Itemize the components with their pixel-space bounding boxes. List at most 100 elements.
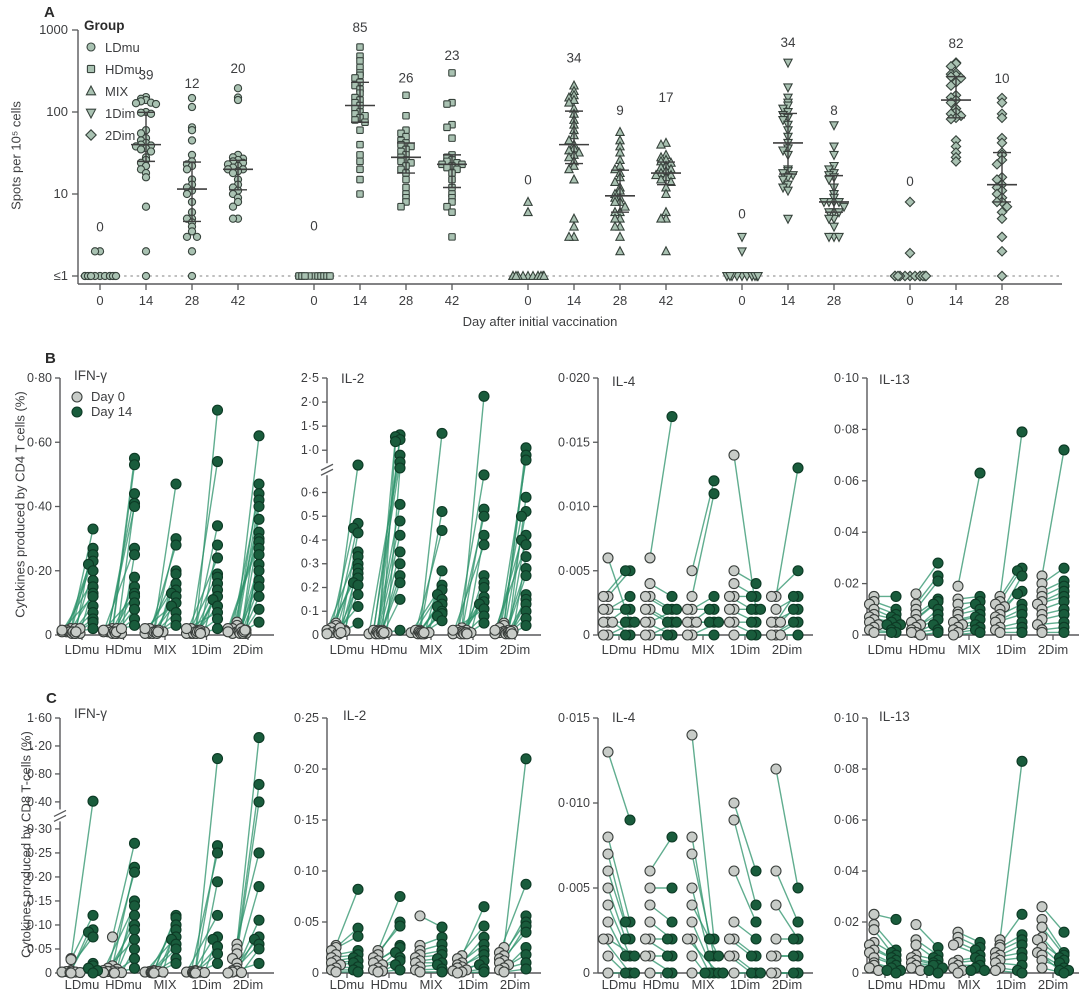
svg-text:0·6: 0·6	[301, 485, 319, 499]
svg-text:28: 28	[399, 293, 413, 308]
svg-text:42: 42	[231, 293, 245, 308]
svg-text:0·60: 0·60	[27, 435, 52, 449]
day14-points-C-IFNg	[82, 732, 265, 979]
group-legend-label: 2Dim	[105, 127, 136, 143]
svg-text:0·10: 0·10	[834, 371, 859, 385]
cluster-LDmu-day14: 39	[131, 67, 161, 281]
svg-text:28: 28	[613, 293, 627, 308]
median-iqr-HDmu-day14	[345, 81, 375, 123]
day0-points-B-IL4	[597, 449, 787, 641]
svg-text:1·0: 1·0	[301, 443, 319, 457]
group-legend-label: HDmu	[105, 61, 142, 77]
day14-points-B-IL4	[619, 411, 804, 641]
subplot-title-b-ifng: IFN-γ	[74, 368, 107, 383]
triangle-up-marker-icon	[85, 84, 97, 96]
day0-points-C-IFNg	[56, 931, 248, 979]
svg-text:0·4: 0·4	[301, 533, 319, 547]
svg-text:0·005: 0·005	[558, 564, 590, 578]
svg-text:0·05: 0·05	[27, 942, 52, 956]
group-legend-label: LDmu	[105, 39, 140, 55]
median-iqr-LDmu-day42	[223, 159, 253, 191]
svg-text:28: 28	[827, 293, 841, 308]
svg-text:1·20: 1·20	[27, 739, 52, 753]
group-legend-item-hdmu: HDmu	[84, 58, 142, 80]
svg-text:85: 85	[352, 20, 367, 35]
svg-text:0·25: 0·25	[294, 711, 319, 725]
svg-text:1Dim: 1Dim	[191, 977, 221, 992]
svg-text:LDmu: LDmu	[868, 642, 903, 657]
day0-points-C-IL4	[597, 729, 782, 979]
subplot-B-IL2: 0 0·1 0·2 0·3 0·4 0·5 0·6 1·0 1·5 2·0 2·5 LDmu HDmu M…	[301, 371, 541, 657]
svg-text:0: 0	[738, 293, 745, 308]
svg-text:LDmu: LDmu	[602, 977, 637, 992]
svg-text:LDmu: LDmu	[602, 642, 637, 657]
day14-points-B-IL2	[347, 390, 532, 636]
group-legend-label: MIX	[105, 83, 129, 99]
svg-text:14: 14	[353, 293, 367, 308]
cluster-1Dim-day0: 0	[721, 207, 764, 282]
svg-text:LDmu: LDmu	[65, 977, 100, 992]
svg-text:MIX: MIX	[957, 977, 980, 992]
median-iqr-1Dim-day14	[773, 112, 803, 175]
svg-text:0: 0	[310, 293, 317, 308]
cluster-MIX-day0: 0	[507, 173, 550, 280]
svg-text:1·5: 1·5	[301, 419, 319, 433]
svg-text:2·0: 2·0	[301, 395, 319, 409]
svg-text:14: 14	[139, 293, 153, 308]
svg-text:20: 20	[230, 61, 245, 76]
pair-lines-B-IL4	[602, 416, 799, 636]
svg-text:0·08: 0·08	[834, 422, 859, 436]
svg-text:1Dim: 1Dim	[730, 642, 760, 657]
svg-text:0·5: 0·5	[301, 509, 319, 523]
median-iqr-HDmu-day28	[391, 142, 421, 174]
svg-text:2Dim: 2Dim	[1038, 977, 1068, 992]
svg-text:34: 34	[780, 35, 796, 50]
panel-a-label: A	[44, 4, 55, 21]
subplot-title-c-il4: IL-4	[612, 710, 636, 725]
panel-a-x-axis-title: Day after initial vaccination	[462, 314, 618, 329]
svg-text:28: 28	[185, 293, 199, 308]
day14-points-C-IL13	[881, 755, 1075, 979]
svg-text:0·10: 0·10	[294, 864, 319, 878]
day-legend-item-day-14: Day 14	[70, 404, 132, 419]
svg-text:0·010: 0·010	[558, 500, 590, 514]
svg-text:HDmu: HDmu	[909, 977, 946, 992]
svg-text:0·02: 0·02	[834, 577, 859, 591]
circle-marker-icon	[86, 42, 96, 52]
svg-text:0·80: 0·80	[27, 767, 52, 781]
svg-text:34: 34	[566, 51, 582, 66]
svg-text:0·1: 0·1	[301, 604, 319, 618]
svg-text:0·30: 0·30	[27, 822, 52, 836]
svg-text:HDmu: HDmu	[105, 642, 142, 657]
group-legend-items: LDmu HDmu MIX 1Dim 2Dim	[84, 36, 142, 146]
svg-text:0: 0	[310, 218, 318, 233]
subplot-title-c-ifng: IFN-γ	[74, 706, 107, 721]
svg-text:0: 0	[906, 174, 914, 189]
group-legend-item-ldmu: LDmu	[84, 36, 142, 58]
day0-points-C-IL2	[325, 910, 515, 979]
svg-text:26: 26	[398, 70, 413, 85]
svg-text:2Dim: 2Dim	[500, 977, 530, 992]
svg-text:HDmu: HDmu	[105, 977, 142, 992]
svg-text:0·05: 0·05	[294, 915, 319, 929]
svg-text:2Dim: 2Dim	[772, 642, 802, 657]
svg-text:14: 14	[567, 293, 581, 308]
svg-text:2Dim: 2Dim	[500, 642, 530, 657]
svg-text:LDmu: LDmu	[330, 642, 365, 657]
median-iqr-MIX-day42	[651, 161, 681, 186]
svg-text:0: 0	[45, 966, 52, 980]
day-legend-label: Day 0	[91, 389, 125, 404]
day-legend-label: Day 14	[91, 404, 133, 419]
group-legend-title: Group	[84, 18, 125, 33]
svg-text:0: 0	[906, 293, 913, 308]
svg-text:8: 8	[830, 103, 838, 118]
svg-text:1Dim: 1Dim	[996, 642, 1026, 657]
day14-points-C-IL4	[619, 814, 804, 979]
svg-text:0: 0	[312, 628, 319, 642]
subplot-title-c-il2: IL-2	[343, 708, 367, 723]
svg-text:0: 0	[524, 293, 531, 308]
cluster-2Dim-day28: 10	[991, 71, 1013, 282]
svg-text:0·40: 0·40	[27, 795, 52, 809]
svg-text:1Dim: 1Dim	[458, 977, 488, 992]
